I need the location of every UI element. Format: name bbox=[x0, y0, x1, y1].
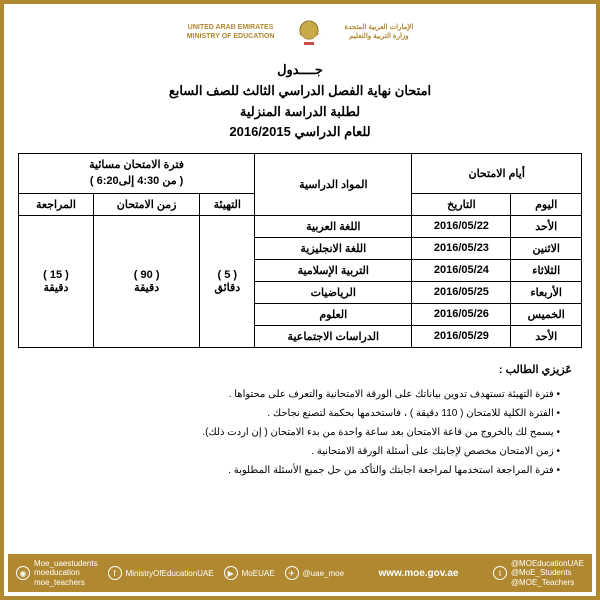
th-exam-days: أيام الامتحان bbox=[412, 154, 582, 194]
th-evening-l2: ( من 4:30 إلى6:20 ) bbox=[22, 174, 251, 189]
cell-day: الثلاثاء bbox=[511, 259, 582, 281]
header-ar-line2: وزارة التربية والتعليم bbox=[344, 32, 413, 41]
cell-date: 2016/05/22 bbox=[412, 215, 511, 237]
header-en-line2: MINISTRY OF EDUCATION bbox=[187, 32, 275, 41]
review-val-l2: دقيقة bbox=[22, 281, 90, 294]
footer-bar: ◉ Moe_uaestudents moeducation moe_teache… bbox=[8, 554, 592, 592]
cell-day: الأحد bbox=[511, 325, 582, 347]
twitter-icon: t bbox=[493, 566, 507, 580]
notes-title: عَزيزي الطالب : bbox=[28, 360, 572, 381]
header-ar-line1: الإمارات العربية المتحدة bbox=[344, 23, 413, 32]
ig-handle3: moe_teachers bbox=[34, 578, 98, 588]
footer-youtube: ▶ MoEUAE bbox=[224, 566, 275, 580]
cell-date: 2016/05/25 bbox=[412, 281, 511, 303]
header-en-line1: UNITED ARAB EMIRATES bbox=[187, 23, 275, 32]
title-line3: لطلبة الدراسة المنزلية bbox=[18, 102, 582, 123]
note-item: يسمح لك بالخروج من قاعة الامتحان بعد ساع… bbox=[28, 423, 560, 442]
table-row: الأحد 2016/05/22 اللغة العربية ( 5 ) دقا… bbox=[19, 215, 582, 237]
cell-subject: التربية الإسلامية bbox=[255, 259, 412, 281]
th-day: اليوم bbox=[511, 193, 582, 215]
th-date: التاريخ bbox=[412, 193, 511, 215]
th-prep: التهيئة bbox=[200, 193, 255, 215]
th-subjects: المواد الدراسية bbox=[255, 154, 412, 216]
title-line4: للعام الدراسي 2016/2015 bbox=[18, 122, 582, 143]
th-evening-l1: فترة الامتحان مسائية bbox=[22, 158, 251, 173]
exam-schedule-table: أيام الامتحان المواد الدراسية فترة الامت… bbox=[18, 153, 582, 348]
cell-subject: العلوم bbox=[255, 303, 412, 325]
facebook-icon: f bbox=[108, 566, 122, 580]
th-review: المراجعة bbox=[19, 193, 94, 215]
cell-date: 2016/05/24 bbox=[412, 259, 511, 281]
ig-handle1: Moe_uaestudents bbox=[34, 559, 98, 569]
notes-section: عَزيزي الطالب : فترة التهيئة تستهدف تدوي… bbox=[18, 360, 582, 480]
cell-subject: الرياضيات bbox=[255, 281, 412, 303]
header-en: UNITED ARAB EMIRATES MINISTRY OF EDUCATI… bbox=[187, 23, 275, 41]
tw-handle1: @MOEducationUAE bbox=[511, 559, 584, 569]
cell-subject: اللغة الانجليزية bbox=[255, 237, 412, 259]
header-ar: الإمارات العربية المتحدة وزارة التربية و… bbox=[344, 23, 413, 41]
cell-day: الخميس bbox=[511, 303, 582, 325]
cell-date: 2016/05/23 bbox=[412, 237, 511, 259]
note-item: زمن الامتحان مخصص لإجابتك على أسئلة الور… bbox=[28, 442, 560, 461]
cell-subject: الدراسات الاجتماعية bbox=[255, 325, 412, 347]
cell-day: الأحد bbox=[511, 215, 582, 237]
fb-handle: MinistryOfEducationUAE bbox=[126, 569, 214, 578]
tw-handle2: @MoE_Students bbox=[511, 568, 584, 578]
footer-url: www.moe.gov.ae bbox=[378, 568, 458, 579]
tg-handle: @uae_moe bbox=[303, 569, 344, 578]
tw-handle3: @MOE_Teachers bbox=[511, 578, 584, 588]
note-item: فترة التهيئة تستهدف تدوين بياناتك على ال… bbox=[28, 385, 560, 404]
uae-emblem-icon bbox=[289, 12, 329, 52]
prep-val-l2: دقائق bbox=[203, 281, 251, 294]
telegram-icon: ✈ bbox=[285, 566, 299, 580]
footer-instagram: ◉ Moe_uaestudents moeducation moe_teache… bbox=[16, 559, 98, 588]
cell-exam-duration: ( 90 ) دقيقة bbox=[93, 215, 199, 347]
footer-telegram: ✈ @uae_moe bbox=[285, 566, 344, 580]
document-page: UNITED ARAB EMIRATES MINISTRY OF EDUCATI… bbox=[0, 0, 600, 600]
table-body: الأحد 2016/05/22 اللغة العربية ( 5 ) دقا… bbox=[19, 215, 582, 347]
cell-date: 2016/05/26 bbox=[412, 303, 511, 325]
th-evening-period: فترة الامتحان مسائية ( من 4:30 إلى6:20 ) bbox=[19, 154, 255, 194]
footer-right: t @MOEducationUAE @MoE_Students @MOE_Tea… bbox=[493, 559, 584, 588]
youtube-icon: ▶ bbox=[224, 566, 238, 580]
footer-left: ◉ Moe_uaestudents moeducation moe_teache… bbox=[16, 559, 344, 588]
title-line1: جــــدول bbox=[18, 60, 582, 81]
ig-handle2: moeducation bbox=[34, 568, 98, 578]
prep-val-l1: ( 5 ) bbox=[203, 269, 251, 281]
yt-handle: MoEUAE bbox=[242, 569, 275, 578]
cell-day: الاثنين bbox=[511, 237, 582, 259]
cell-subject: اللغة العربية bbox=[255, 215, 412, 237]
th-exam-time: زمن الامتحان bbox=[93, 193, 199, 215]
cell-prep-duration: ( 5 ) دقائق bbox=[200, 215, 255, 347]
exam-val-l2: دقيقة bbox=[97, 281, 196, 294]
notes-list: فترة التهيئة تستهدف تدوين بياناتك على ال… bbox=[28, 385, 572, 480]
cell-day: الأربعاء bbox=[511, 281, 582, 303]
footer-facebook: f MinistryOfEducationUAE bbox=[108, 566, 214, 580]
footer-twitter: t @MOEducationUAE @MoE_Students @MOE_Tea… bbox=[493, 559, 584, 588]
cell-date: 2016/05/29 bbox=[412, 325, 511, 347]
review-val-l1: ( 15 ) bbox=[22, 269, 90, 281]
exam-val-l1: ( 90 ) bbox=[97, 269, 196, 281]
note-item: فترة المراجعة استخدمها لمراجعة اجابتك وا… bbox=[28, 461, 560, 480]
instagram-icon: ◉ bbox=[16, 566, 30, 580]
note-item: الفترة الكلية للامتحان ( 110 دقيقة ) ، ف… bbox=[28, 404, 560, 423]
title-block: جــــدول امتحان نهاية الفصل الدراسي الثا… bbox=[18, 60, 582, 143]
title-line2: امتحان نهاية الفصل الدراسي الثالث للصف ا… bbox=[18, 81, 582, 102]
cell-review-duration: ( 15 ) دقيقة bbox=[19, 215, 94, 347]
header: UNITED ARAB EMIRATES MINISTRY OF EDUCATI… bbox=[18, 12, 582, 52]
